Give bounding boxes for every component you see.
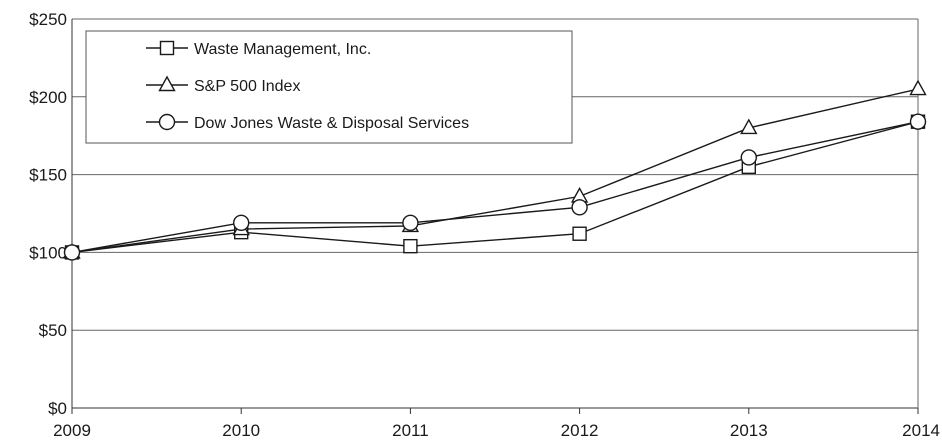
data-point-circle: [63, 244, 81, 261]
data-point-circle: [740, 149, 757, 166]
data-point-triangle: [909, 79, 927, 96]
data-point-square: [403, 238, 418, 254]
x-tick-label: 2012: [561, 421, 599, 440]
data-point-triangle: [740, 118, 758, 135]
legend-marker: [158, 113, 176, 131]
legend-label: S&P 500 Index: [194, 78, 300, 95]
legend-item-dow-jones-waste: Dow Jones Waste & Disposal Services: [146, 113, 469, 132]
x-tick-label: 2013: [730, 421, 768, 440]
data-point-circle: [571, 199, 588, 216]
data-point-circle: [909, 113, 927, 130]
series-line-triangle: [71, 88, 919, 254]
legend-label: Waste Management, Inc.: [194, 41, 371, 58]
legend-item-sp500: S&P 500 Index: [146, 75, 300, 95]
series-line-circle: [71, 121, 919, 254]
data-point-square: [572, 226, 587, 241]
legend: Waste Management, Inc. S&P 500 Index Dow…: [85, 30, 573, 144]
x-tick-label: 2014: [902, 421, 940, 440]
legend-marker: [159, 40, 175, 56]
y-tick-label: $200: [29, 88, 67, 107]
series-layer: [63, 79, 927, 261]
legend-item-waste-management: Waste Management, Inc.: [146, 40, 371, 58]
y-tick-label: $100: [29, 243, 67, 262]
y-tick-label: $50: [39, 321, 67, 340]
x-tick-label: 2009: [53, 421, 91, 440]
legend-marker-triangle: [158, 75, 176, 92]
y-tick-label: $150: [29, 166, 67, 185]
data-point-circle: [402, 214, 419, 232]
y-tick-label: $250: [29, 10, 67, 29]
series-line-square: [71, 121, 919, 254]
legend-marker: [158, 75, 176, 92]
x-tick-label: 2010: [222, 421, 260, 440]
legend-label: Dow Jones Waste & Disposal Services: [194, 115, 469, 132]
legend-marker-square: [159, 40, 175, 56]
x-tick-label: 2011: [392, 421, 429, 440]
legend-marker-circle: [158, 113, 176, 131]
axes: $0 $50 $100 $150 $200 $250 2009 2010 2011 2012 201…: [29, 10, 940, 440]
data-point-circle: [232, 214, 250, 232]
y-tick-label: $0: [48, 399, 67, 418]
